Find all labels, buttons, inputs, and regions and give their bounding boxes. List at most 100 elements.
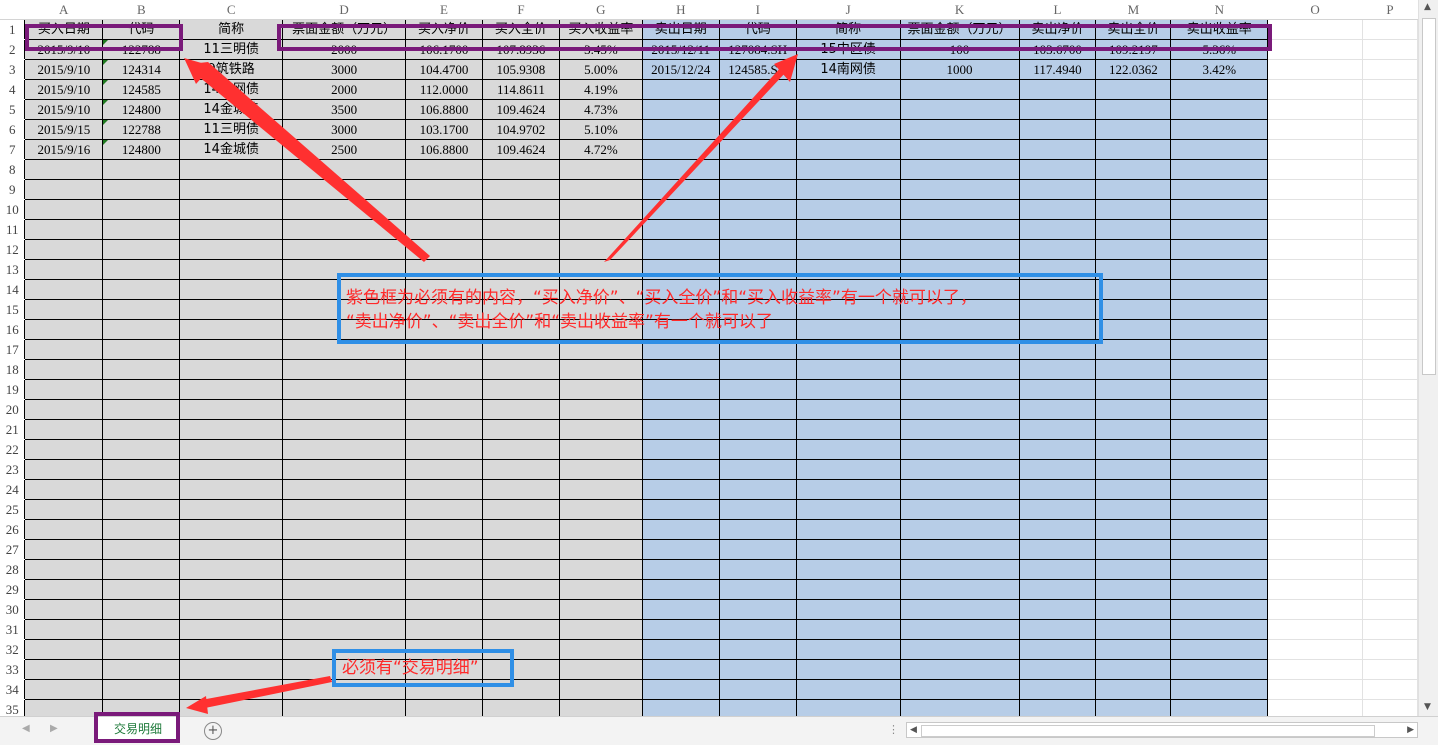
header-cell[interactable]: 代码 bbox=[718, 19, 797, 40]
empty-cell[interactable] bbox=[899, 159, 1020, 180]
empty-cell[interactable] bbox=[641, 439, 720, 460]
empty-cell[interactable] bbox=[481, 499, 560, 520]
empty-cell[interactable] bbox=[718, 239, 797, 260]
row-header[interactable]: 10 bbox=[0, 199, 25, 220]
empty-cell[interactable] bbox=[1018, 239, 1097, 260]
empty-cell[interactable] bbox=[24, 439, 104, 460]
empty-cell[interactable] bbox=[718, 679, 797, 700]
empty-cell[interactable] bbox=[24, 239, 104, 260]
empty-cell[interactable] bbox=[1170, 439, 1269, 460]
empty-cell[interactable] bbox=[1095, 339, 1172, 360]
empty-cell[interactable] bbox=[1361, 39, 1418, 60]
row-header[interactable]: 24 bbox=[0, 479, 25, 500]
empty-cell[interactable] bbox=[282, 319, 407, 340]
empty-cell[interactable] bbox=[1267, 559, 1363, 580]
empty-cell[interactable] bbox=[1170, 199, 1269, 220]
empty-cell[interactable] bbox=[24, 699, 104, 716]
empty-cell[interactable] bbox=[1361, 179, 1418, 200]
empty-cell[interactable] bbox=[899, 219, 1020, 240]
empty-cell[interactable] bbox=[1170, 459, 1269, 480]
empty-cell[interactable] bbox=[24, 379, 104, 400]
data-cell[interactable]: 2015/9/15 bbox=[24, 119, 104, 140]
empty-cell[interactable] bbox=[102, 559, 181, 580]
row-header[interactable]: 26 bbox=[0, 519, 25, 540]
empty-cell[interactable] bbox=[1361, 359, 1418, 380]
empty-cell[interactable] bbox=[718, 559, 797, 580]
empty-cell[interactable] bbox=[1267, 79, 1363, 100]
empty-cell[interactable] bbox=[179, 619, 284, 640]
empty-cell[interactable] bbox=[1170, 539, 1269, 560]
empty-cell[interactable] bbox=[718, 619, 797, 640]
prev-sheet-icon[interactable]: ◀ bbox=[22, 723, 30, 734]
data-cell[interactable]: 2015/9/10 bbox=[24, 99, 104, 120]
empty-cell[interactable] bbox=[558, 679, 643, 700]
empty-cell[interactable] bbox=[24, 219, 104, 240]
empty-cell[interactable] bbox=[24, 279, 104, 300]
empty-cell[interactable] bbox=[795, 359, 901, 380]
empty-cell[interactable] bbox=[1018, 179, 1097, 200]
empty-cell[interactable] bbox=[102, 219, 181, 240]
data-cell[interactable]: 9筑铁路 bbox=[179, 59, 284, 80]
empty-cell[interactable] bbox=[641, 399, 720, 420]
empty-cell[interactable] bbox=[24, 639, 104, 660]
empty-cell[interactable] bbox=[405, 199, 483, 220]
empty-cell[interactable] bbox=[1267, 539, 1363, 560]
column-header-f[interactable]: F bbox=[482, 0, 560, 20]
empty-cell[interactable] bbox=[1018, 479, 1097, 500]
empty-cell[interactable] bbox=[718, 639, 797, 660]
empty-cell[interactable] bbox=[641, 679, 720, 700]
empty-cell[interactable] bbox=[558, 419, 643, 440]
empty-cell[interactable] bbox=[1095, 619, 1172, 640]
empty-cell[interactable] bbox=[1267, 159, 1363, 180]
empty-cell[interactable] bbox=[1018, 379, 1097, 400]
header-cell[interactable]: 简称 bbox=[179, 19, 284, 40]
data-cell[interactable]: 14南网债 bbox=[795, 59, 901, 80]
empty-cell[interactable] bbox=[481, 599, 560, 620]
empty-cell[interactable] bbox=[1095, 179, 1172, 200]
empty-cell[interactable] bbox=[1018, 539, 1097, 560]
empty-cell[interactable] bbox=[24, 659, 104, 680]
empty-cell[interactable] bbox=[641, 699, 720, 716]
empty-cell[interactable] bbox=[899, 459, 1020, 480]
empty-cell[interactable] bbox=[558, 159, 643, 180]
empty-cell[interactable] bbox=[179, 579, 284, 600]
data-cell[interactable] bbox=[641, 139, 720, 160]
empty-cell[interactable] bbox=[405, 659, 483, 680]
row-header[interactable]: 23 bbox=[0, 459, 25, 480]
empty-cell[interactable] bbox=[1095, 299, 1172, 320]
empty-cell[interactable] bbox=[102, 279, 181, 300]
empty-cell[interactable] bbox=[1267, 499, 1363, 520]
empty-cell[interactable] bbox=[641, 159, 720, 180]
empty-cell[interactable] bbox=[718, 179, 797, 200]
empty-cell[interactable] bbox=[1267, 699, 1363, 716]
empty-cell[interactable] bbox=[1095, 659, 1172, 680]
column-header-k[interactable]: K bbox=[900, 0, 1020, 20]
empty-cell[interactable] bbox=[1267, 459, 1363, 480]
empty-cell[interactable] bbox=[1267, 139, 1363, 160]
empty-cell[interactable] bbox=[24, 359, 104, 380]
scroll-right-icon[interactable]: ▶ bbox=[1407, 725, 1414, 735]
data-cell[interactable]: 3000 bbox=[282, 59, 407, 80]
empty-cell[interactable] bbox=[1267, 519, 1363, 540]
empty-cell[interactable] bbox=[641, 659, 720, 680]
empty-cell[interactable] bbox=[558, 239, 643, 260]
empty-cell[interactable] bbox=[481, 439, 560, 460]
empty-cell[interactable] bbox=[795, 419, 901, 440]
row-header[interactable]: 16 bbox=[0, 319, 25, 340]
empty-cell[interactable] bbox=[1267, 59, 1363, 80]
header-cell[interactable]: 票面金额（万元） bbox=[282, 19, 407, 40]
empty-cell[interactable] bbox=[795, 559, 901, 580]
empty-cell[interactable] bbox=[102, 459, 181, 480]
empty-cell[interactable] bbox=[282, 579, 407, 600]
column-header-p[interactable]: P bbox=[1362, 0, 1418, 20]
tab-splitter-icon[interactable]: ⋮ bbox=[888, 723, 899, 736]
row-header[interactable]: 8 bbox=[0, 159, 25, 180]
data-cell[interactable] bbox=[641, 79, 720, 100]
empty-cell[interactable] bbox=[282, 379, 407, 400]
empty-cell[interactable] bbox=[899, 699, 1020, 716]
data-cell[interactable]: 112.0000 bbox=[405, 79, 483, 100]
empty-cell[interactable] bbox=[1361, 479, 1418, 500]
empty-cell[interactable] bbox=[1267, 119, 1363, 140]
empty-cell[interactable] bbox=[718, 219, 797, 240]
data-cell[interactable] bbox=[795, 99, 901, 120]
